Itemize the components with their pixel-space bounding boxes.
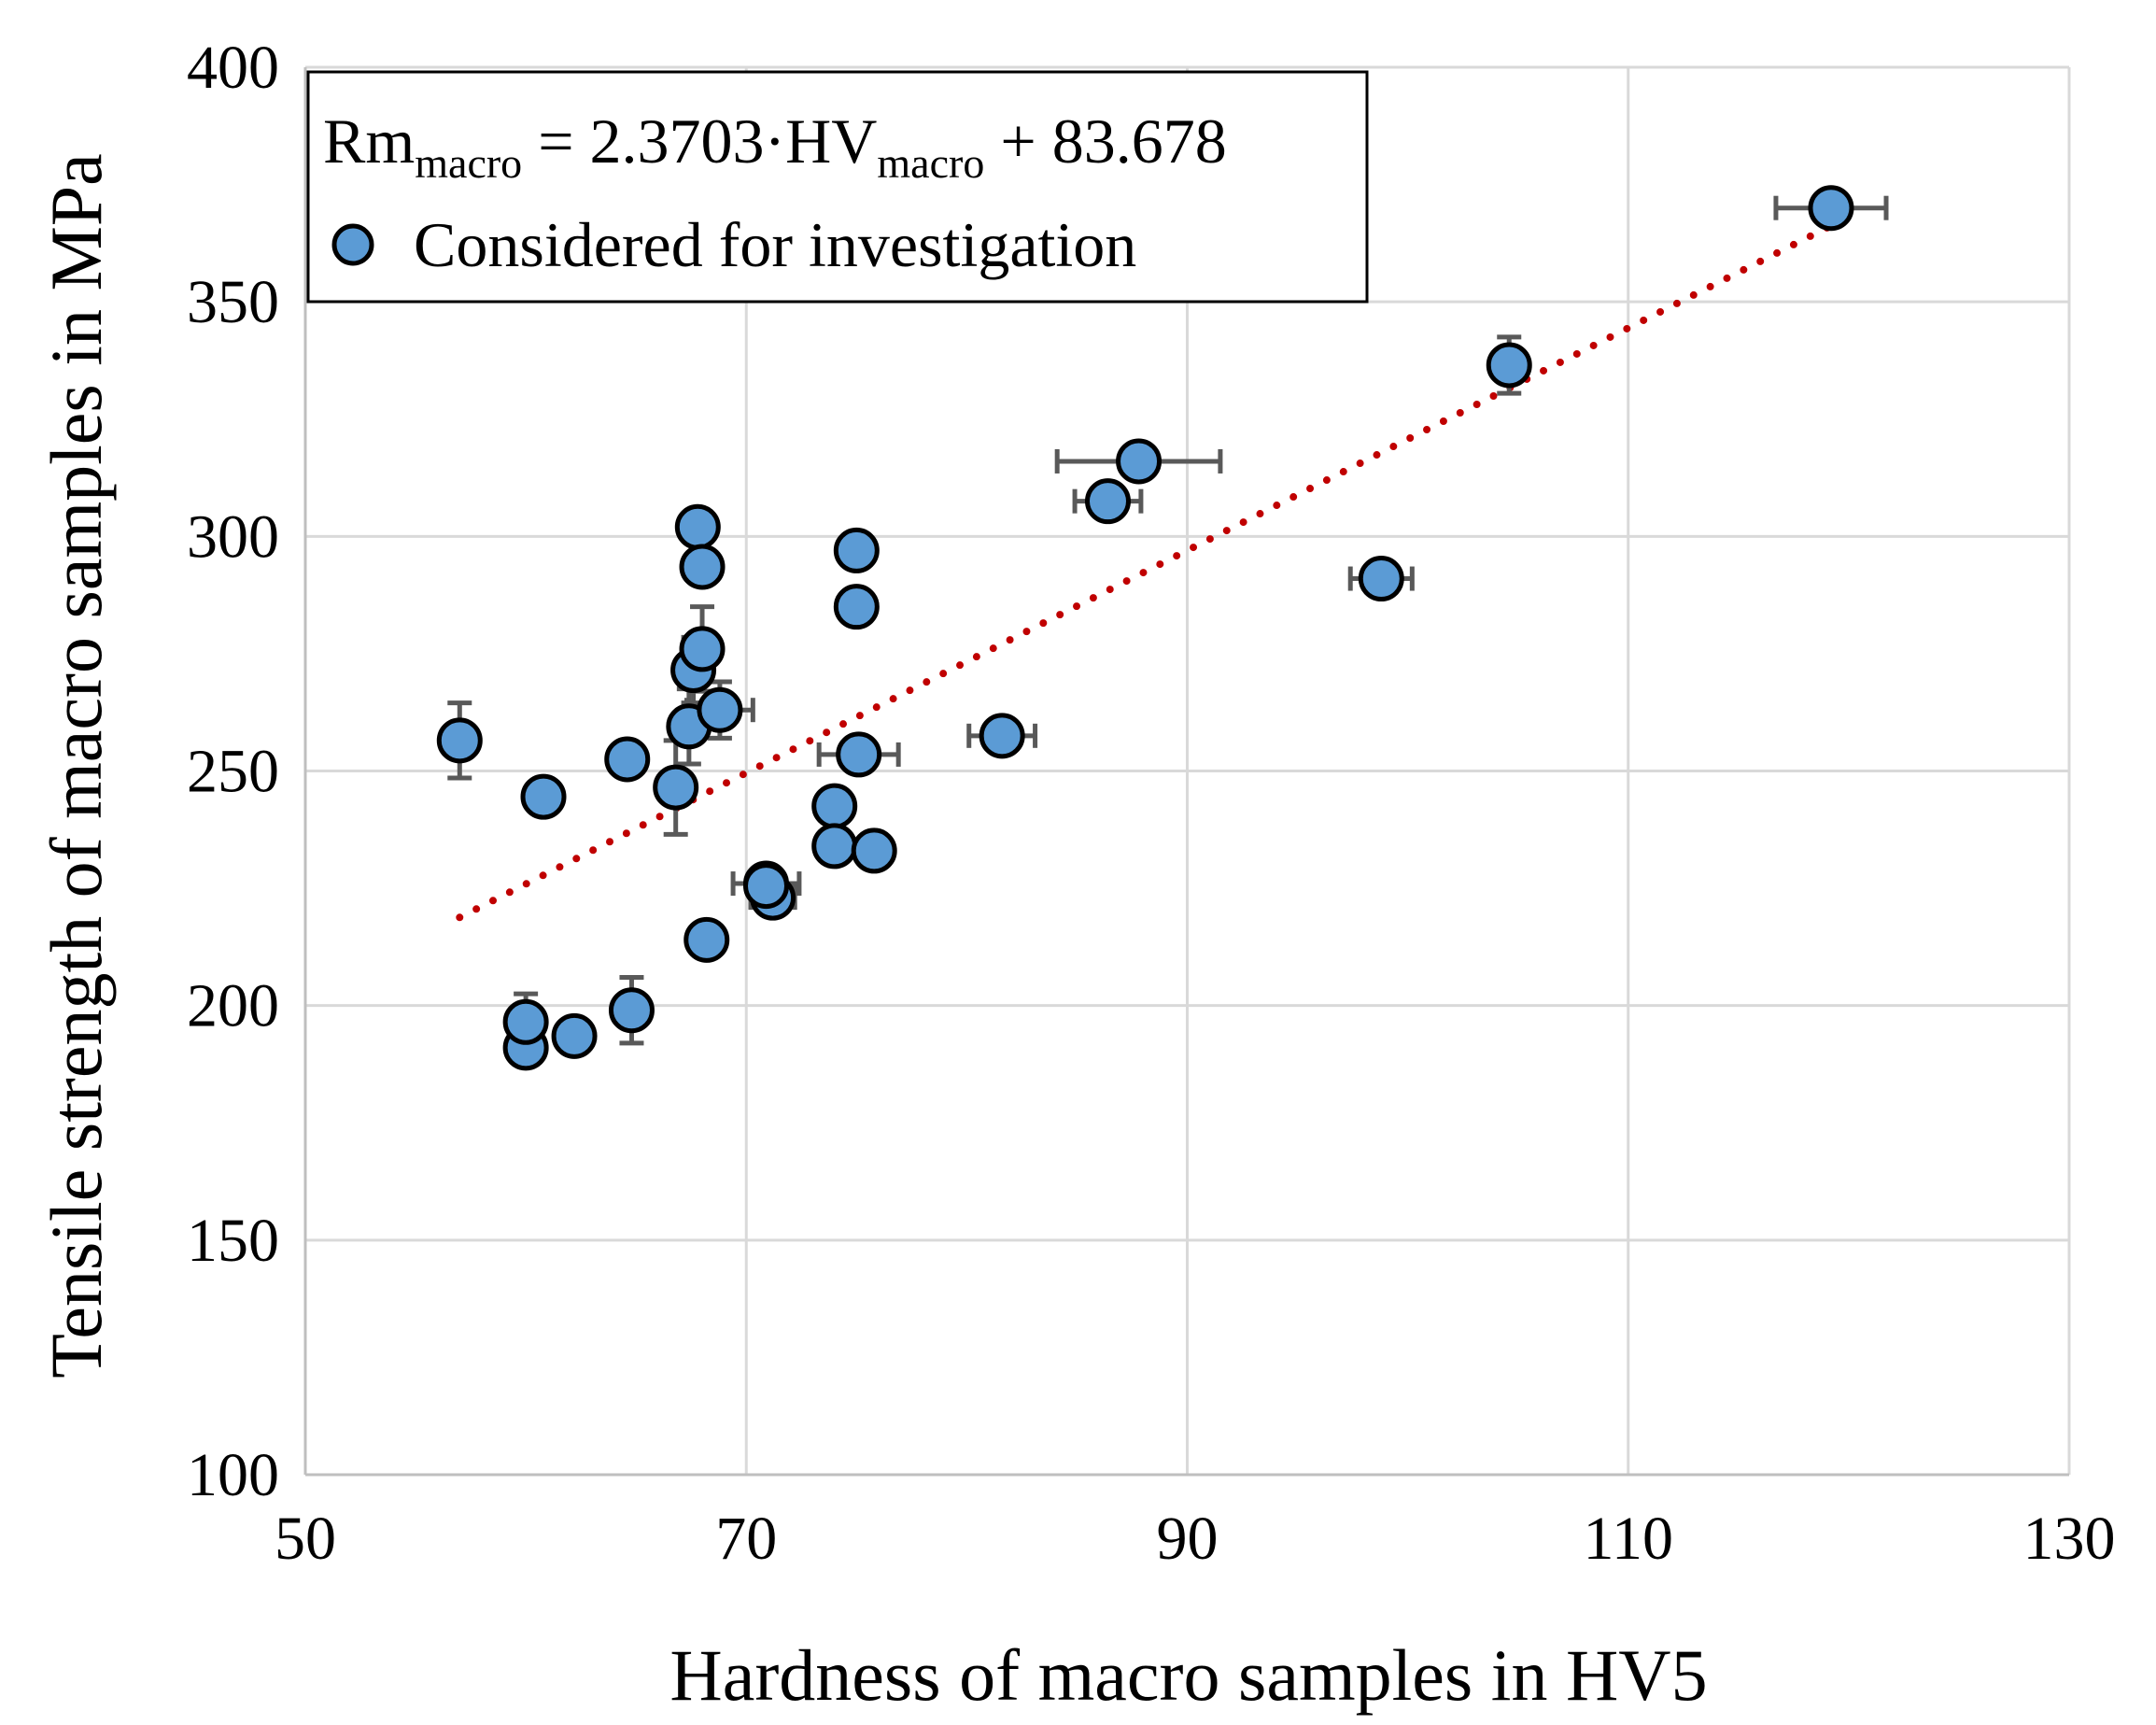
data-point-6: [608, 987, 655, 1034]
x-tick-label-50: 50: [275, 1505, 336, 1573]
data-point-26: [1116, 438, 1163, 485]
x-tick-label-90: 90: [1157, 1505, 1219, 1573]
data-point-13: [683, 916, 730, 963]
data-point-17: [743, 863, 790, 910]
trendline: [456, 221, 1835, 922]
y-tick-label-150: 150: [187, 1207, 279, 1275]
y-tick-label-350: 350: [187, 268, 279, 336]
data-point-24: [979, 713, 1025, 759]
data-point-2: [502, 998, 549, 1045]
data-point-19: [811, 823, 858, 870]
equation-lhs: Rm: [323, 106, 415, 177]
legend-box: [306, 70, 1369, 304]
equation-mid: = 2.3703·HV: [522, 106, 877, 177]
data-point-5: [604, 736, 651, 783]
x-axis-title: Hardness of macro samples in HV5: [669, 1634, 1707, 1716]
x-tick-label-130: 130: [2023, 1505, 2116, 1573]
data-point-11: [679, 544, 726, 590]
data-point-22: [836, 731, 882, 778]
data-point-7: [653, 764, 699, 811]
data-points: [436, 185, 1854, 1071]
data-point-4: [551, 1012, 598, 1059]
legend-marker: [331, 223, 374, 266]
data-point-25: [1084, 478, 1131, 525]
data-point-29: [1808, 185, 1854, 232]
data-point-12: [679, 626, 726, 672]
data-point-14: [697, 686, 743, 733]
x-tick-labels: 50 70 90 110 130: [275, 1505, 2116, 1573]
y-tick-label-200: 200: [187, 972, 279, 1040]
y-tick-label-100: 100: [187, 1441, 279, 1509]
equation-tail: + 83.678: [984, 106, 1226, 177]
data-point-3: [520, 773, 567, 820]
equation-lhs-subscript: macro: [415, 139, 522, 187]
legend-entry-label: Considered for investigation: [414, 209, 1136, 280]
y-axis-title: Tensile strength of macro samples in MPa: [35, 153, 117, 1379]
data-point-27: [1358, 556, 1404, 602]
y-tick-label-250: 250: [187, 738, 279, 806]
x-tick-label-110: 110: [1583, 1505, 1673, 1573]
y-tick-label-400: 400: [187, 34, 279, 102]
axes: [303, 67, 2069, 1477]
equation-mid-subscript: macro: [877, 139, 984, 187]
y-tick-labels: 100 150 200 250 300 350 400: [187, 34, 279, 1509]
trendline-path: [456, 221, 1835, 922]
x-tick-label-70: 70: [715, 1505, 777, 1573]
data-point-0: [436, 717, 483, 764]
data-point-21: [833, 527, 880, 573]
data-point-18: [811, 783, 858, 829]
data-point-28: [1486, 342, 1532, 389]
y-tick-label-300: 300: [187, 502, 279, 571]
legend: Rmmacro = 2.3703·HVmacro + 83.678 Consid…: [306, 70, 1369, 304]
data-point-10: [674, 503, 721, 550]
trendline-equation: Rmmacro = 2.3703·HVmacro + 83.678: [323, 106, 1227, 187]
data-point-20: [833, 584, 880, 630]
data-point-23: [851, 827, 897, 874]
